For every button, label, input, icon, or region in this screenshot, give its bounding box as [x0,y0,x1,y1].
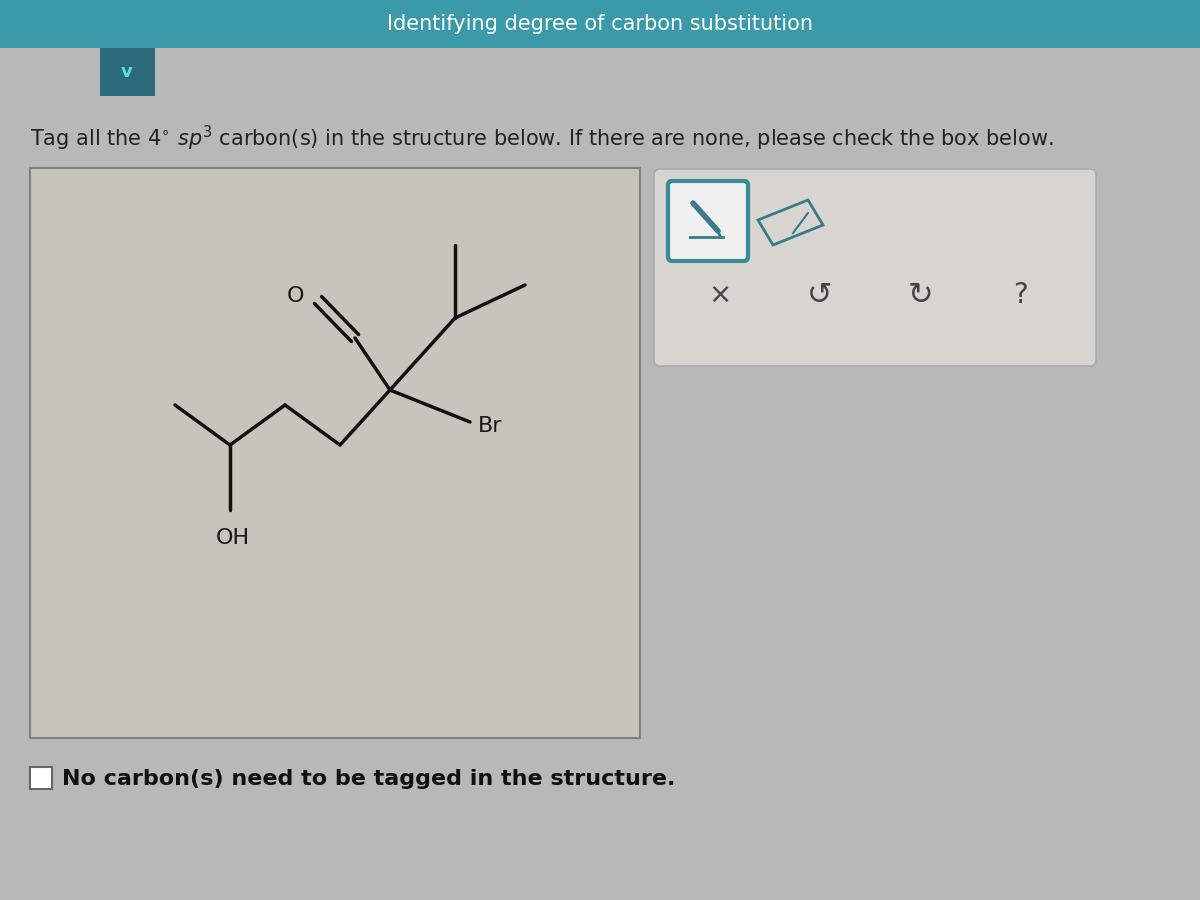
Text: ?: ? [1013,281,1027,309]
Text: OH: OH [216,528,250,548]
Text: Br: Br [478,416,503,436]
Bar [30,767,52,789]
Text: No carbon(s) need to be tagged in the structure.: No carbon(s) need to be tagged in the st… [62,769,676,789]
Text: Tag all the 4$^{\circ}$ $sp^{3}$ carbon(s) in the structure below. If there are : Tag all the 4$^{\circ}$ $sp^{3}$ carbon(… [30,123,1054,153]
Bar [30,168,640,738]
FancyBboxPatch shape [654,169,1096,366]
Bar [100,48,155,96]
Bar [0,0,1200,48]
Text: Identifying degree of carbon substitution: Identifying degree of carbon substitutio… [386,14,814,34]
Polygon shape [758,200,823,245]
Text: ↺: ↺ [808,281,833,310]
FancyBboxPatch shape [668,181,748,261]
Text: ↻: ↻ [907,281,932,310]
Text: ×: × [708,281,732,309]
Text: O: O [287,286,304,306]
Text: v: v [121,63,133,81]
